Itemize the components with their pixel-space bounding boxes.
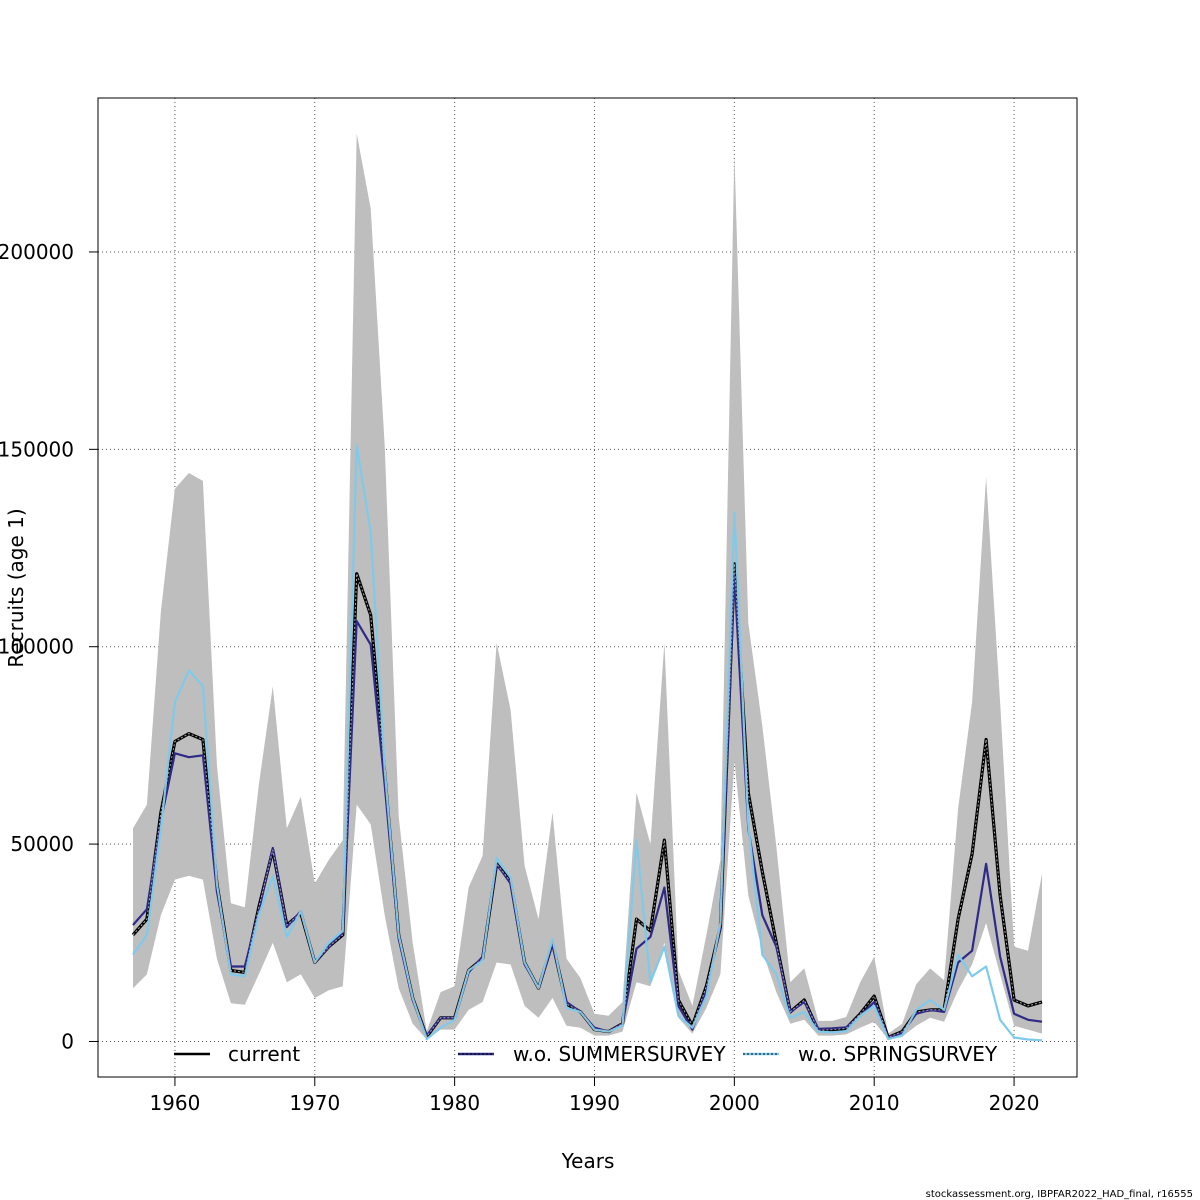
series-lines-layer	[131, 444, 1043, 1042]
y-tick-label: 200000	[0, 240, 74, 264]
x-tick-label: 1960	[149, 1091, 200, 1115]
legend-item-wo-springsurvey: w.o. SPRINGSURVEY	[743, 1042, 998, 1066]
x-tick-label: 1970	[289, 1091, 340, 1115]
x-tick-label: 2000	[709, 1091, 760, 1115]
y-axis-title: Recruits (age 1)	[4, 508, 28, 667]
legend-label: current	[228, 1042, 300, 1066]
footer-note: stockassessment.org, IBPFAR2022_HAD_fina…	[926, 1189, 1193, 1200]
y-tick-label: 100000	[0, 635, 74, 659]
confidence-band-layer	[133, 133, 1042, 1040]
y-tick-label: 0	[61, 1029, 74, 1053]
y-tick-label: 50000	[10, 832, 74, 856]
y-tick-label: 150000	[0, 437, 74, 461]
x-tick-label: 1990	[569, 1091, 620, 1115]
legend-label: w.o. SPRINGSURVEY	[798, 1042, 998, 1066]
legend-item-current: current	[174, 1042, 300, 1066]
legend-item-wo-summersurvey: w.o. SUMMERSURVEY	[458, 1042, 726, 1066]
x-tick-label: 2010	[849, 1091, 900, 1115]
plot-frame	[97, 97, 1078, 1078]
x-tick-label: 2020	[989, 1091, 1040, 1115]
series-line-wo-springsurvey	[132, 444, 1043, 1042]
x-tick-label: 1980	[429, 1091, 480, 1115]
legend: current w.o. SUMMERSURVEY w.o. SPRINGSURVE…	[174, 1042, 998, 1066]
legend-label: w.o. SUMMERSURVEY	[513, 1042, 726, 1066]
axes: 1960 1970 1980 1990 2000 2010 2020 0 50000 100000…	[0, 240, 1040, 1115]
confidence-band	[133, 133, 1042, 1040]
x-axis-title: Years	[561, 1149, 615, 1173]
series-line-current-dotted	[132, 563, 1043, 1039]
